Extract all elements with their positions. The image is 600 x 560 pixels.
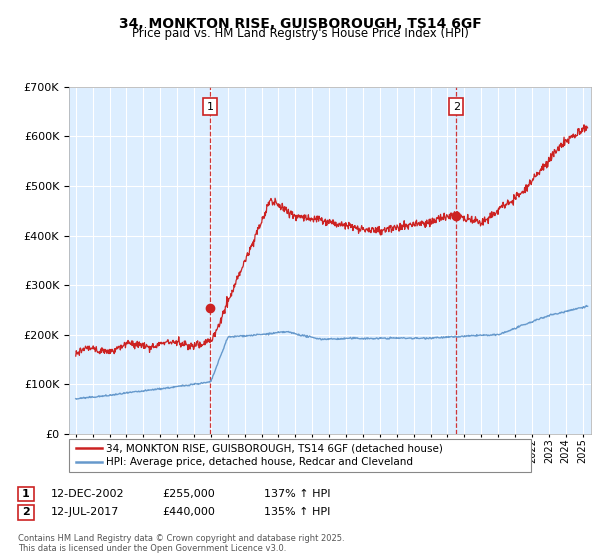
Text: 1: 1 <box>206 102 214 111</box>
Text: 12-JUL-2017: 12-JUL-2017 <box>51 507 119 517</box>
Text: 135% ↑ HPI: 135% ↑ HPI <box>264 507 331 517</box>
Text: Contains HM Land Registry data © Crown copyright and database right 2025.
This d: Contains HM Land Registry data © Crown c… <box>18 534 344 553</box>
Text: £255,000: £255,000 <box>162 489 215 499</box>
Text: 2: 2 <box>22 507 29 517</box>
Text: 137% ↑ HPI: 137% ↑ HPI <box>264 489 331 499</box>
Text: 34, MONKTON RISE, GUISBOROUGH, TS14 6GF: 34, MONKTON RISE, GUISBOROUGH, TS14 6GF <box>119 17 481 31</box>
Text: Price paid vs. HM Land Registry's House Price Index (HPI): Price paid vs. HM Land Registry's House … <box>131 27 469 40</box>
Text: £440,000: £440,000 <box>162 507 215 517</box>
Text: 2: 2 <box>453 102 460 111</box>
Text: 12-DEC-2002: 12-DEC-2002 <box>51 489 125 499</box>
Text: 34, MONKTON RISE, GUISBOROUGH, TS14 6GF (detached house): 34, MONKTON RISE, GUISBOROUGH, TS14 6GF … <box>106 443 443 453</box>
Text: HPI: Average price, detached house, Redcar and Cleveland: HPI: Average price, detached house, Redc… <box>106 458 413 468</box>
Text: 1: 1 <box>22 489 29 499</box>
